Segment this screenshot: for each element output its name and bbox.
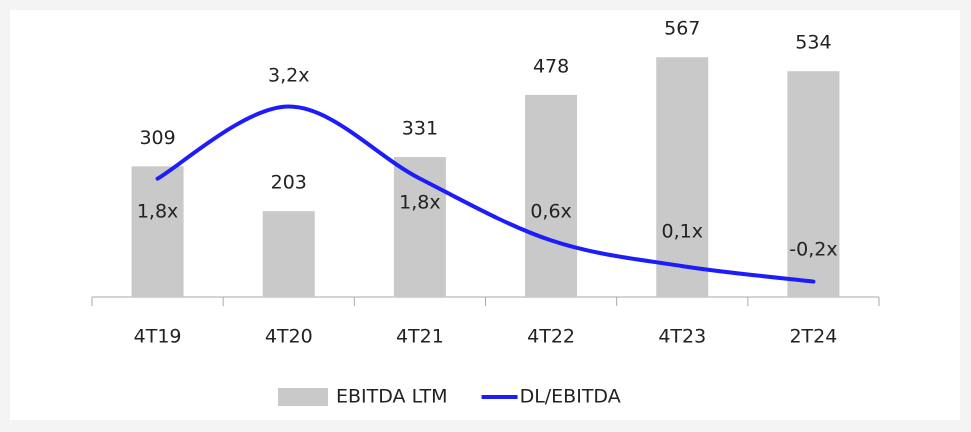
x-tick-label: 4T19 xyxy=(134,326,182,348)
line-value-label: 0,6x xyxy=(530,201,571,223)
x-tick-label: 4T20 xyxy=(265,326,313,348)
line-value-label: 3,2x xyxy=(268,65,309,87)
legend-swatch xyxy=(278,388,328,406)
x-tick-label: 2T24 xyxy=(789,326,837,348)
bar-value-label: 478 xyxy=(533,55,569,77)
legend-label: EBITDA LTM xyxy=(336,386,448,408)
legend-label: DL/EBITDA xyxy=(520,386,621,408)
line-value-label: 1,8x xyxy=(137,201,178,223)
x-tick-label: 4T21 xyxy=(396,326,444,348)
line-value-label: 1,8x xyxy=(399,192,440,214)
bar xyxy=(787,71,840,298)
bar-value-label: 309 xyxy=(139,127,175,149)
line-value-label: 0,1x xyxy=(662,221,703,243)
bar-value-label: 534 xyxy=(795,32,831,54)
line-value-label: -0,2x xyxy=(789,239,837,261)
bar xyxy=(525,94,578,297)
x-tick-label: 4T22 xyxy=(527,326,575,348)
x-tick-label: 4T23 xyxy=(658,326,706,348)
bar xyxy=(262,211,315,297)
bar xyxy=(131,166,184,297)
bar-value-label: 331 xyxy=(402,118,438,140)
bar xyxy=(656,57,709,297)
bar-value-label: 203 xyxy=(271,172,307,194)
bar-value-label: 567 xyxy=(664,18,700,40)
line xyxy=(155,104,816,284)
